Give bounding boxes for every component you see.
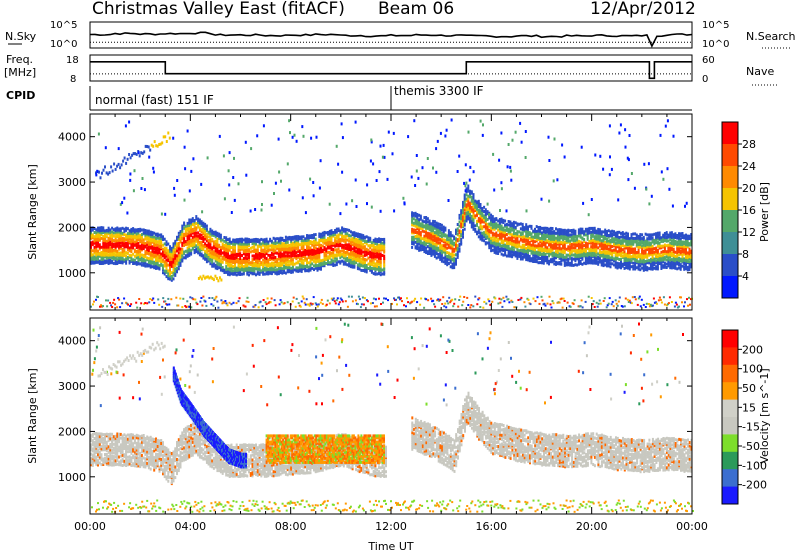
nave-label: Nave — [746, 65, 774, 78]
noise-sky-line — [90, 32, 692, 46]
noise-left-tick-top: 10^5 — [50, 20, 77, 31]
colorbar-p-tick-label-5: 24 — [742, 160, 756, 173]
colorbar-p-segment-1 — [722, 144, 738, 167]
colorbar-p-segment-5 — [722, 232, 738, 255]
colorbar-v-segment-7 — [722, 452, 738, 470]
velocity-panel-frame — [90, 318, 692, 514]
ytick-label-p-2: 3000 — [58, 176, 86, 189]
ytick-label-v-0: 1000 — [58, 471, 86, 484]
colorbar-v-segment-3 — [722, 382, 738, 400]
freq-label-line2: [MHz] — [4, 66, 36, 79]
colorbar-p-tick-label-3: 16 — [742, 204, 756, 217]
velocity-ylabel: Slant Range [km] — [26, 368, 39, 464]
ytick-label-p-3: 4000 — [58, 131, 86, 144]
freq-right-tick-top: 60 — [702, 55, 715, 66]
beam-label: Beam 06 — [378, 0, 454, 19]
xtick-label-3: 12:00 — [375, 520, 407, 533]
noise-right-tick-bottom: 10^0 — [702, 39, 729, 50]
cpid-strip: CPID normal (fast) 151 IF themis 3300 IF — [6, 84, 692, 110]
colorbar-p-tick-label-4: 20 — [742, 182, 756, 195]
noise-search-label: N.Search — [746, 30, 796, 43]
noise-sky-label: N.Sky — [5, 30, 37, 43]
cpid-segment-themis: themis 3300 IF — [394, 84, 484, 98]
power-colorbar-label: Power [dB] — [758, 182, 771, 242]
colorbar-v-segment-5 — [722, 417, 738, 435]
freq-right-tick-bottom: 0 — [702, 74, 708, 85]
colorbar-p-tick-label-2: 12 — [742, 226, 756, 239]
colorbar-p-tick-label-1: 8 — [742, 248, 749, 261]
colorbar-p-tick-label-6: 28 — [742, 138, 756, 151]
power-x-ticks — [90, 114, 692, 310]
ytick-label-v-1: 2000 — [58, 425, 86, 438]
freq-label-line1: Freq. — [6, 53, 33, 66]
colorbar-v-segment-8 — [722, 469, 738, 487]
xtick-label-6: 00:00 — [676, 520, 708, 533]
colorbar-v-tick-label-2: 50 — [742, 382, 756, 395]
xtick-label-0: 00:00 — [74, 520, 106, 533]
colorbar-p-segment-6 — [722, 254, 738, 277]
power-panel: 1000 2000 3000 4000 Slant Range [km] — [26, 114, 693, 310]
frequency-strip-frame — [90, 55, 692, 81]
power-panel-frame — [90, 114, 692, 310]
cpid-segment-normal: normal (fast) 151 IF — [95, 93, 214, 107]
x-axis-label: Time UT — [367, 540, 413, 553]
xtick-label-1: 04:00 — [174, 520, 206, 533]
xtick-label-4: 16:00 — [475, 520, 507, 533]
colorbar-v-segment-6 — [722, 434, 738, 452]
frequency-step-line — [90, 62, 692, 79]
power-colorbar: 4 8 12 16 20 24 28 — [722, 122, 756, 299]
velocity-scatter — [90, 323, 694, 513]
noise-left-tick-bottom: 10^0 — [50, 39, 77, 50]
colorbar-v-tick-label-7: -200 — [742, 479, 767, 492]
colorbar-v-tick-label-0: 200 — [742, 343, 763, 356]
date-label: 12/Apr/2012 — [590, 0, 696, 19]
power-scatter — [90, 119, 693, 309]
frequency-strip: Freq. [MHz] 18 8 60 0 Nave — [4, 53, 778, 85]
power-ylabel: Slant Range [km] — [26, 164, 39, 260]
colorbar-v-segment-2 — [722, 365, 738, 383]
noise-strip: N.Sky 10^5 10^0 10^5 10^0 N.Search — [5, 20, 796, 50]
plot-title: Christmas Valley East (fitACF) — [92, 0, 345, 19]
colorbar-p-segment-4 — [722, 210, 738, 233]
colorbar-v-segment-4 — [722, 400, 738, 418]
ytick-label-v-2: 3000 — [58, 380, 86, 393]
colorbar-p-segment-7 — [722, 276, 738, 299]
ytick-label-p-1: 2000 — [58, 221, 86, 234]
velocity-panel: 1000 2000 3000 4000 Slant Range [km] 00:00 0… — [26, 318, 708, 553]
colorbar-v-segment-0 — [722, 330, 738, 348]
freq-left-tick-bottom: 8 — [70, 74, 76, 85]
cpid-label: CPID — [6, 89, 35, 102]
colorbar-p-segment-2 — [722, 166, 738, 189]
colorbar-v-segment-9 — [722, 487, 738, 505]
ytick-label-v-3: 4000 — [58, 335, 86, 348]
colorbar-v-tick-label-3: 15 — [742, 401, 756, 414]
ytick-label-p-0: 1000 — [58, 267, 86, 280]
colorbar-v-segment-1 — [722, 347, 738, 365]
xtick-label-5: 20:00 — [576, 520, 608, 533]
velocity-colorbar-label: Velocity [m s^-1] — [758, 368, 771, 463]
freq-left-tick-top: 18 — [66, 55, 79, 66]
colorbar-p-segment-3 — [722, 188, 738, 211]
colorbar-p-tick-label-0: 4 — [742, 270, 749, 283]
colorbar-p-segment-0 — [722, 122, 738, 145]
noise-right-tick-top: 10^5 — [702, 20, 729, 31]
xtick-label-2: 08:00 — [275, 520, 307, 533]
